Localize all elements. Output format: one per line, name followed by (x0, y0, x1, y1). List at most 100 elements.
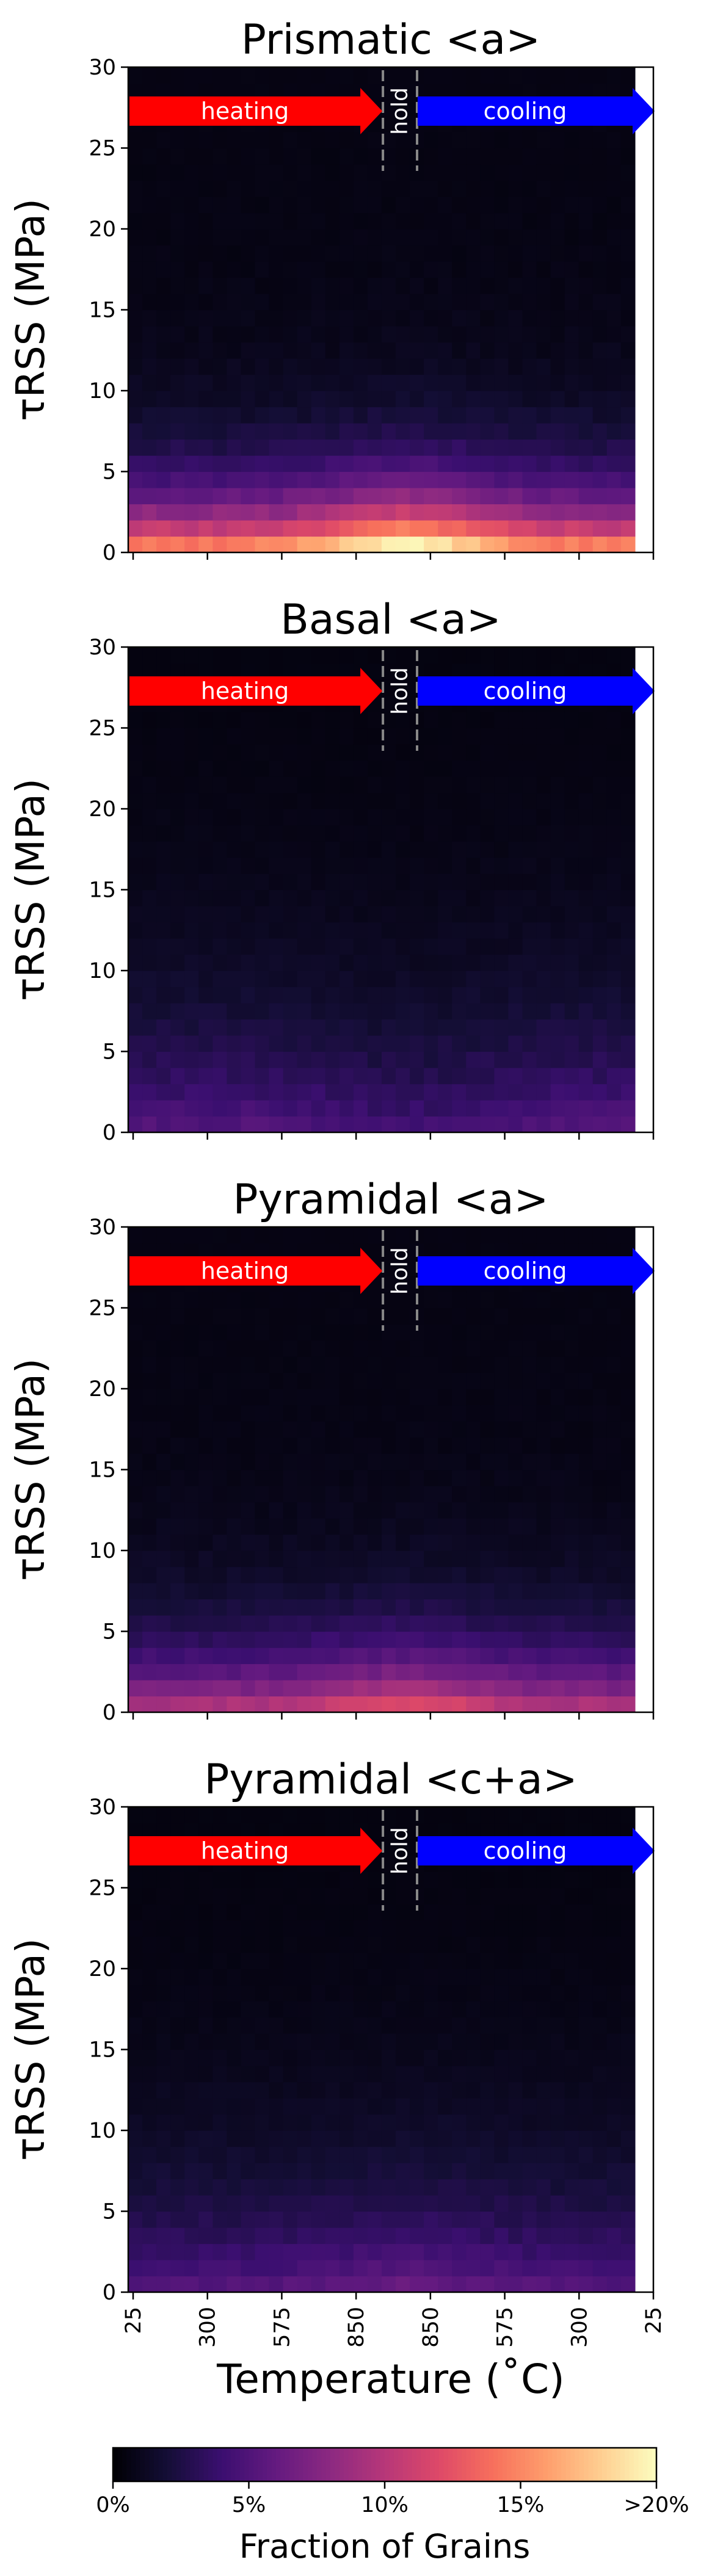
heatmap-cell (367, 728, 382, 745)
heatmap-cell (620, 439, 636, 456)
heatmap-cell (339, 1486, 354, 1503)
y-tick-label: 5 (103, 460, 116, 485)
heatmap-cell (255, 374, 270, 391)
heatmap-cell (213, 2114, 227, 2131)
heatmap-cell (452, 1680, 467, 1697)
heatmap-cell (367, 2276, 382, 2293)
heatmap-cell (297, 164, 312, 181)
heatmap-cell (606, 1356, 622, 1373)
heatmap-cell (297, 1324, 312, 1341)
heatmap-cell (325, 1051, 340, 1068)
heatmap-cell (297, 2260, 312, 2277)
heatmap-cell (142, 197, 157, 214)
heatmap-cell (381, 1275, 396, 1292)
heatmap-cell (550, 1051, 565, 1068)
heatmap-cell (522, 1084, 537, 1101)
heatmap-cell (283, 889, 298, 906)
heatmap-cell (438, 2033, 452, 2050)
heatmap-cell (494, 1469, 509, 1486)
heatmap-cell (438, 922, 452, 939)
heatmap-cell (241, 1518, 256, 1535)
heatmap-cell (311, 1100, 326, 1117)
heatmap-cell (410, 1550, 424, 1568)
heatmap-cell (578, 2130, 594, 2147)
heatmap-cell (438, 647, 452, 664)
heating-arrow (129, 1828, 383, 1874)
heatmap-cell (480, 1100, 495, 1117)
heatmap-cell (381, 1663, 396, 1681)
heatmap-cell (606, 1550, 622, 1568)
heatmap-cell (494, 391, 509, 408)
heatmap-cell (396, 954, 410, 971)
heatmap-cell (283, 132, 298, 149)
heatmap-cell (184, 874, 199, 891)
heatmap-cell (283, 2195, 298, 2212)
heatmap-cell (466, 471, 481, 488)
heatmap-cell (227, 1872, 242, 1889)
heatmap-cell (170, 164, 185, 181)
heatmap-cell (142, 294, 157, 311)
colorbar-segment (339, 2448, 344, 2481)
heatmap-cell (311, 374, 326, 391)
heatmap-cell (184, 2098, 199, 2115)
heatmap-cell (213, 2260, 227, 2277)
heatmap-cell (438, 164, 452, 181)
heatmap-cell (227, 148, 242, 165)
heatmap-cell (156, 1019, 171, 1036)
heatmap-cell (480, 792, 495, 809)
heatmap-cell (606, 309, 622, 327)
heatmap-cell (494, 1663, 509, 1681)
heatmap-cell (424, 1308, 438, 1325)
heatmap-cell (620, 874, 636, 891)
heatmap-cell (396, 309, 410, 327)
heatmap-cell (213, 857, 227, 874)
heatmap-cell (353, 148, 368, 165)
heatmap-cell (381, 1855, 396, 1872)
heatmap-cell (438, 1952, 452, 1969)
heatmap-cell (424, 83, 438, 100)
heatmap-cell (620, 744, 636, 761)
heatmap-cell (522, 407, 537, 424)
heatmap-cell (522, 809, 537, 826)
heatmap-cell (269, 2082, 284, 2099)
heatmap-cell (578, 1100, 594, 1117)
heatmap-cell (410, 504, 424, 521)
heatmap-cell (241, 2114, 256, 2131)
heatmap-cell (438, 2049, 452, 2066)
heatmap-cell (396, 1100, 410, 1117)
heatmap-cell (438, 857, 452, 874)
heatmap-cell (592, 663, 608, 680)
heatmap-cell (466, 1696, 481, 1713)
heatmap-cell (536, 326, 551, 343)
heatmap-cell (184, 2017, 199, 2034)
heatmap-cell (156, 889, 171, 906)
heatmap-cell (550, 326, 565, 343)
heatmap-cell (424, 1615, 438, 1632)
heatmap-cell (494, 2195, 509, 2212)
heatmap-cell (606, 1518, 622, 1535)
heatmap-cell (494, 841, 509, 858)
heatmap-cell (522, 83, 537, 100)
heatmap-cell (550, 294, 565, 311)
heatmap-cell (142, 1663, 157, 1681)
heatmap-cell (592, 2082, 608, 2099)
heatmap-cell (367, 2098, 382, 2115)
heatmap-cell (184, 1308, 199, 1325)
heatmap-cell (170, 488, 185, 505)
heatmap-cell (184, 294, 199, 311)
heatmap-cell (227, 1807, 242, 1824)
heatmap-cell (255, 1615, 270, 1632)
heatmap-cell (494, 744, 509, 761)
heatmap-cell (452, 358, 467, 375)
heatmap-cell (396, 1259, 410, 1276)
heatmap-cell (283, 1823, 298, 1840)
heatmap-cell (184, 922, 199, 939)
heatmap-cell (480, 1872, 495, 1889)
heatmap-cell (480, 857, 495, 874)
colorbar-segment (638, 2448, 644, 2481)
heatmap-cell (550, 309, 565, 327)
heatmap-cell (198, 857, 213, 874)
heatmap-cell (170, 1887, 185, 1905)
heatmap-cell (522, 1663, 537, 1681)
heatmap-cell (255, 1583, 270, 1600)
